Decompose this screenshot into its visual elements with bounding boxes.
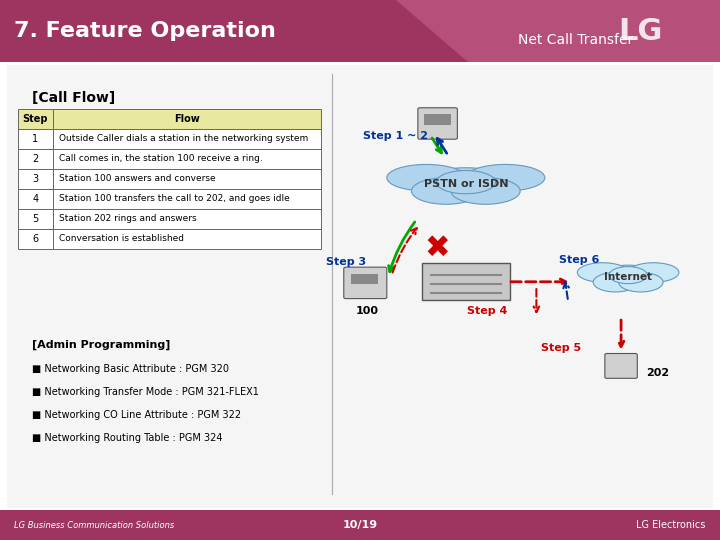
Text: Station 202 rings and answers: Station 202 rings and answers	[59, 214, 197, 223]
FancyBboxPatch shape	[0, 0, 720, 62]
FancyBboxPatch shape	[18, 149, 53, 169]
Ellipse shape	[596, 265, 660, 289]
Ellipse shape	[412, 178, 481, 204]
FancyBboxPatch shape	[18, 228, 53, 248]
FancyBboxPatch shape	[0, 510, 720, 540]
Text: 6: 6	[32, 234, 38, 244]
FancyBboxPatch shape	[422, 263, 510, 300]
Text: Step 6: Step 6	[559, 255, 599, 265]
FancyBboxPatch shape	[424, 114, 451, 125]
Text: 100: 100	[356, 306, 379, 316]
Text: 7. Feature Operation: 7. Feature Operation	[14, 21, 276, 41]
Ellipse shape	[387, 164, 466, 191]
Ellipse shape	[609, 267, 647, 284]
Ellipse shape	[436, 171, 495, 194]
Text: Step: Step	[22, 114, 48, 124]
Text: Step 5: Step 5	[541, 343, 581, 353]
FancyBboxPatch shape	[53, 209, 321, 228]
Text: Net Call Transfer: Net Call Transfer	[518, 33, 634, 48]
FancyBboxPatch shape	[18, 209, 53, 228]
Text: 2: 2	[32, 154, 39, 164]
Text: Call comes in, the station 100 receive a ring.: Call comes in, the station 100 receive a…	[59, 154, 263, 164]
Text: Station 100 answers and converse: Station 100 answers and converse	[59, 174, 215, 183]
Text: Conversation is established: Conversation is established	[59, 234, 184, 243]
Text: 4: 4	[32, 194, 38, 204]
Text: [Call Flow]: [Call Flow]	[32, 91, 115, 105]
Ellipse shape	[618, 273, 663, 292]
Ellipse shape	[416, 168, 516, 201]
Text: 5: 5	[32, 214, 39, 224]
Text: 202: 202	[646, 368, 669, 377]
FancyBboxPatch shape	[53, 228, 321, 248]
FancyBboxPatch shape	[605, 354, 637, 379]
FancyBboxPatch shape	[18, 109, 53, 129]
Text: ■ Networking Basic Attribute : PGM 320: ■ Networking Basic Attribute : PGM 320	[32, 364, 229, 374]
FancyBboxPatch shape	[343, 267, 387, 299]
Text: Step 3: Step 3	[326, 257, 366, 267]
Text: Outside Caller dials a station in the networking system: Outside Caller dials a station in the ne…	[59, 134, 308, 144]
FancyBboxPatch shape	[53, 129, 321, 149]
Text: Flow: Flow	[174, 114, 200, 124]
Text: 3: 3	[32, 174, 38, 184]
FancyBboxPatch shape	[418, 108, 457, 139]
Text: Internet: Internet	[604, 272, 652, 282]
Text: ■ Networking CO Line Attribute : PGM 322: ■ Networking CO Line Attribute : PGM 322	[32, 410, 241, 420]
FancyBboxPatch shape	[4, 63, 716, 510]
FancyBboxPatch shape	[18, 129, 53, 149]
Ellipse shape	[593, 273, 638, 292]
Polygon shape	[396, 0, 720, 62]
Ellipse shape	[451, 178, 520, 204]
FancyBboxPatch shape	[18, 189, 53, 209]
Text: LG Electronics: LG Electronics	[636, 520, 706, 530]
Ellipse shape	[628, 263, 679, 282]
Ellipse shape	[466, 164, 545, 191]
Text: Step 4: Step 4	[467, 306, 507, 315]
FancyBboxPatch shape	[53, 149, 321, 169]
FancyBboxPatch shape	[53, 169, 321, 189]
Text: Station 100 transfers the call to 202, and goes idle: Station 100 transfers the call to 202, a…	[59, 194, 289, 203]
Text: PSTN or ISDN: PSTN or ISDN	[423, 179, 508, 190]
Text: LG Business Communication Solutions: LG Business Communication Solutions	[14, 521, 175, 530]
Text: ■ Networking Transfer Mode : PGM 321-FLEX1: ■ Networking Transfer Mode : PGM 321-FLE…	[32, 387, 258, 397]
Text: Step 1 ~ 2: Step 1 ~ 2	[363, 131, 428, 140]
Text: ■ Networking Routing Table : PGM 324: ■ Networking Routing Table : PGM 324	[32, 433, 222, 443]
Text: 1: 1	[32, 134, 38, 144]
Ellipse shape	[577, 263, 628, 282]
Text: [Admin Programming]: [Admin Programming]	[32, 339, 170, 349]
FancyBboxPatch shape	[18, 169, 53, 189]
FancyBboxPatch shape	[351, 274, 377, 285]
Text: 10/19: 10/19	[343, 520, 377, 530]
FancyBboxPatch shape	[53, 189, 321, 209]
Text: LG: LG	[618, 17, 663, 45]
Text: 7: 7	[55, 271, 171, 434]
FancyBboxPatch shape	[53, 109, 321, 129]
Text: ✖: ✖	[425, 234, 451, 263]
